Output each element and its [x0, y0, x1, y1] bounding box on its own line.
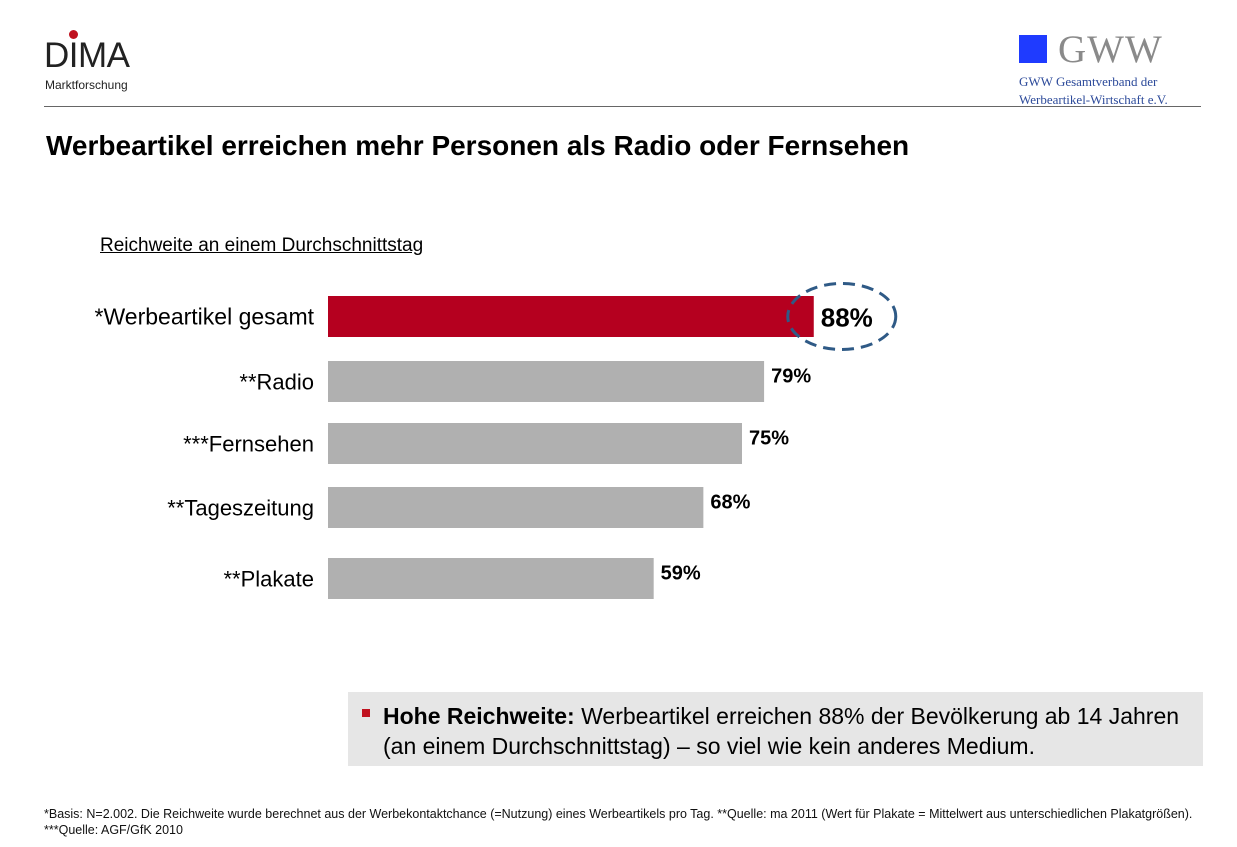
value-label-1: 79%	[771, 366, 811, 388]
callout-text: Hohe Reichweite: Werbeartikel erreichen …	[383, 701, 1193, 761]
dima-logo-word: DIMA	[44, 36, 130, 75]
gww-logo: GWW GWW Gesamtverband der Werbeartikel-W…	[1016, 30, 1206, 110]
category-label-1: **Radio	[239, 370, 314, 395]
bar-4	[328, 558, 654, 599]
category-label-3: **Tageszeitung	[167, 496, 314, 521]
callout-bullet-icon	[362, 709, 370, 717]
callout-bold-text: Hohe Reichweite:	[383, 703, 575, 729]
value-label-4: 59%	[661, 563, 701, 585]
category-label-4: **Plakate	[223, 567, 314, 592]
page-title: Werbeartikel erreichen mehr Personen als…	[46, 130, 910, 161]
bar-0	[328, 296, 814, 337]
category-label-2: ***Fernsehen	[183, 432, 314, 457]
category-label-0: *Werbeartikel gesamt	[95, 304, 315, 330]
dima-logo: DIMA Marktforschung	[44, 30, 154, 94]
value-label-0: 88%	[821, 303, 873, 333]
callout-box: Hohe Reichweite: Werbeartikel erreichen …	[348, 692, 1203, 766]
header-divider	[44, 106, 1201, 107]
gww-logo-line2: Werbeartikel-Wirtschaft e.V.	[1019, 92, 1168, 107]
value-label-3: 68%	[710, 492, 750, 514]
chart-subtitle: Reichweite an einem Durchschnittstag	[100, 235, 424, 256]
value-label-2: 75%	[749, 428, 789, 450]
gww-logo-line1: GWW Gesamtverband der	[1019, 74, 1158, 89]
dima-logo-dot	[69, 30, 78, 39]
footnote: *Basis: N=2.002. Die Reichweite wurde be…	[44, 807, 1193, 837]
gww-logo-square	[1019, 35, 1047, 63]
bar-1	[328, 361, 765, 402]
bar-3	[328, 487, 704, 528]
dima-logo-subtitle: Marktforschung	[45, 78, 128, 92]
callout-body-text: Werbeartikel erreichen 88% der Bevölkeru…	[383, 703, 1180, 759]
gww-logo-word: GWW	[1058, 28, 1163, 71]
highlight-ellipse	[786, 282, 898, 351]
bar-2	[328, 423, 742, 464]
